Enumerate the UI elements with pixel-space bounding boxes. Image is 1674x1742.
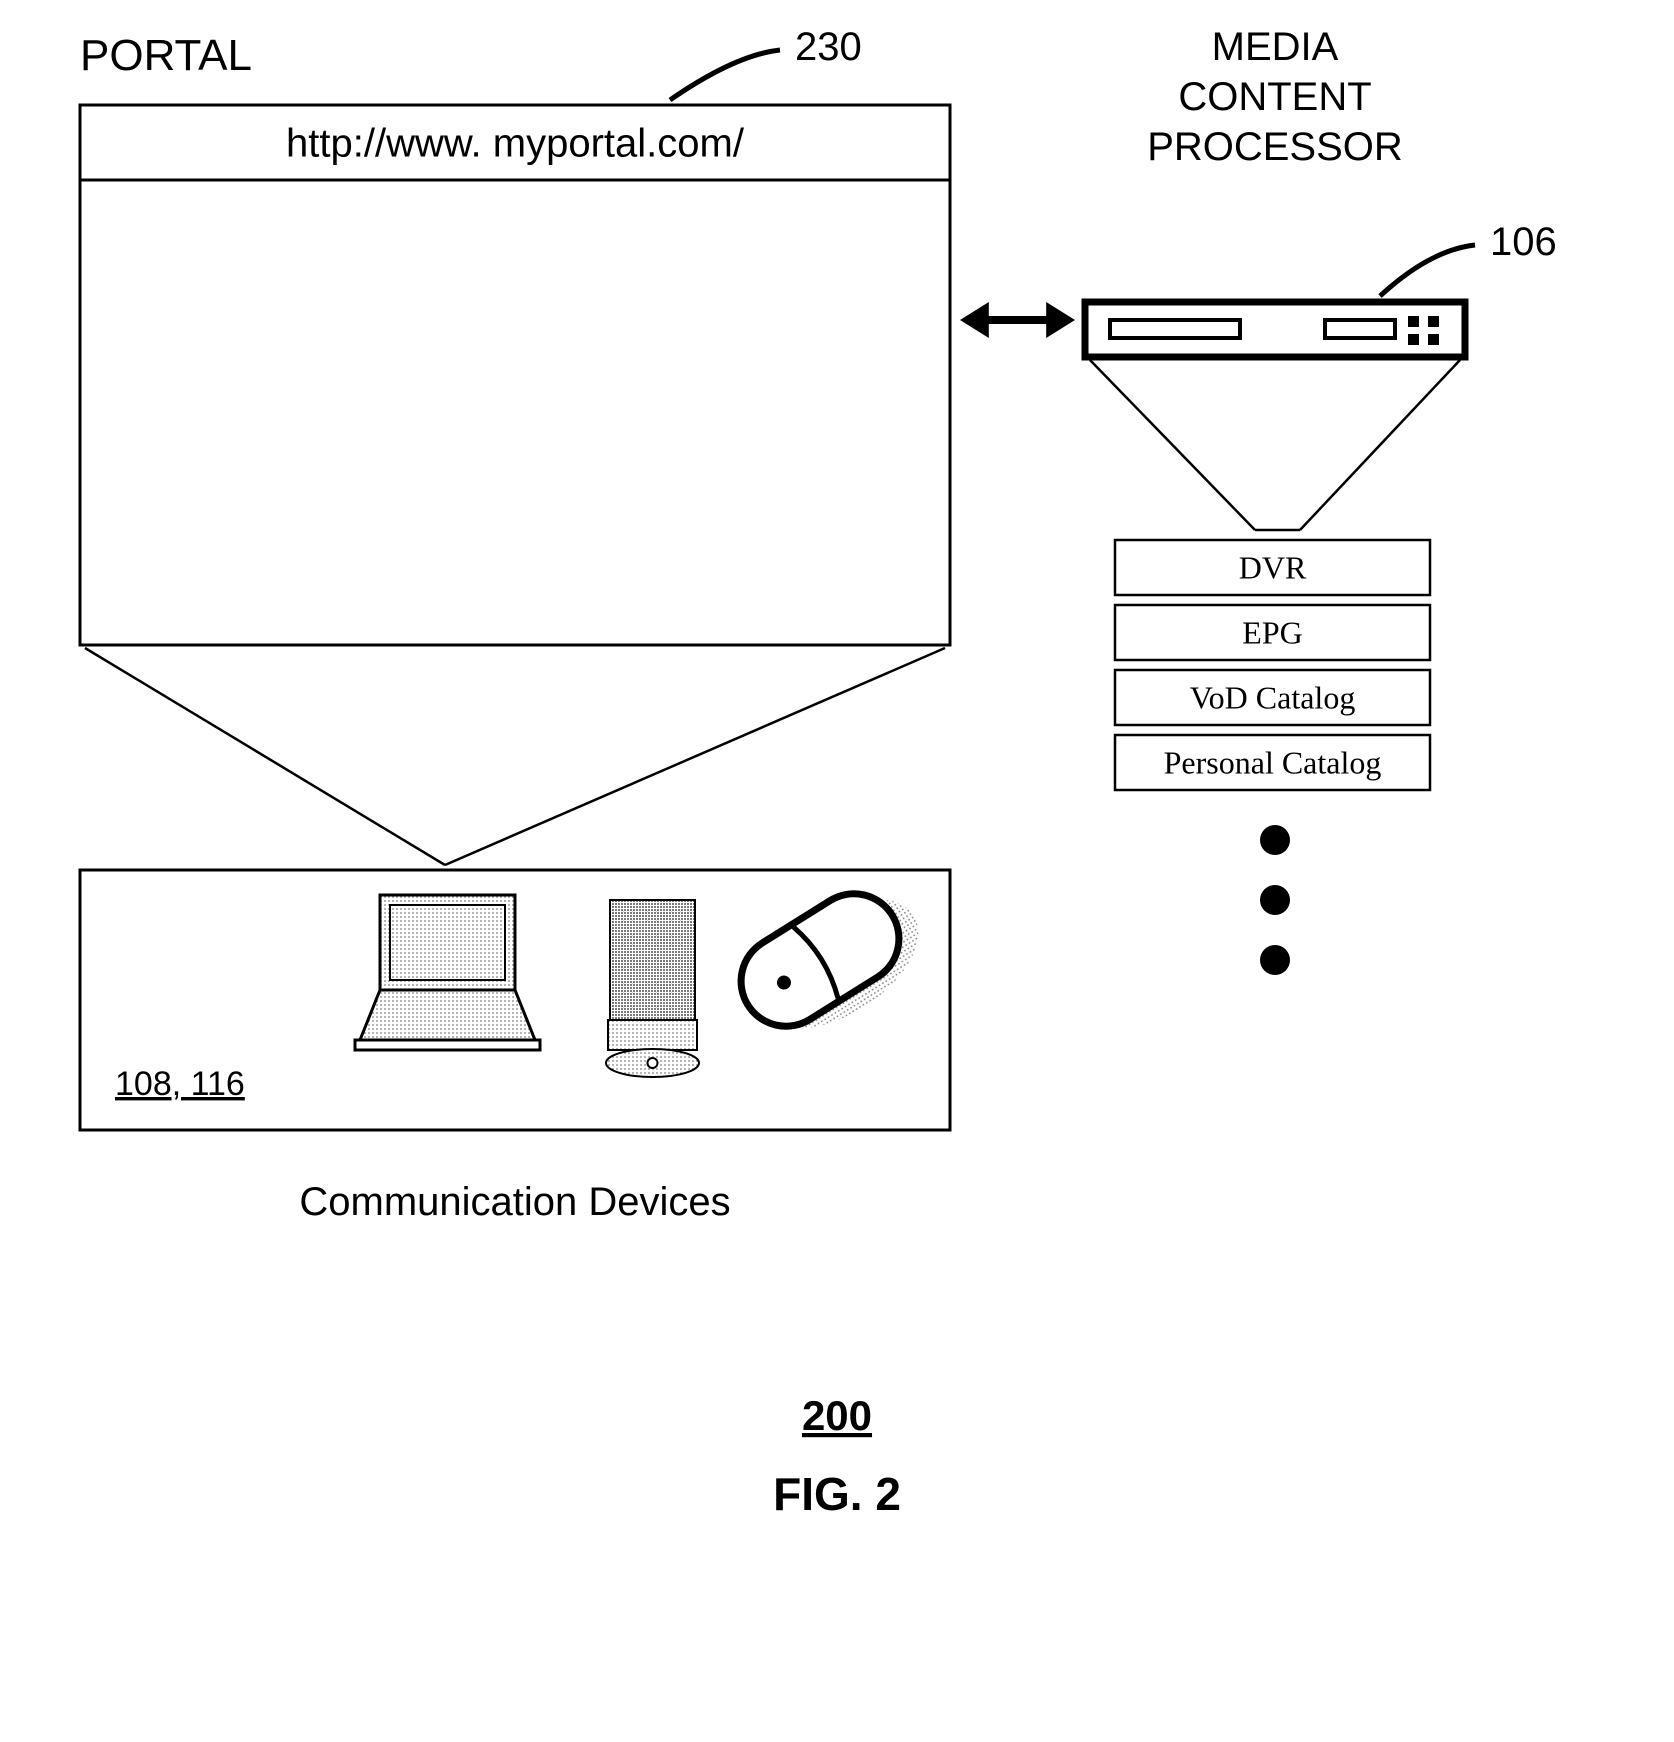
fan-line <box>1300 360 1460 530</box>
phone-icon <box>724 867 941 1058</box>
media-processor-leader-line <box>1380 245 1475 296</box>
media-processor-title-line: PROCESSOR <box>1147 125 1403 169</box>
tower-icon <box>606 900 699 1077</box>
portal-window <box>80 105 950 645</box>
device-button <box>1428 316 1439 327</box>
device-button <box>1408 334 1419 345</box>
media-processor-device <box>1085 302 1465 357</box>
laptop-icon <box>355 895 540 1050</box>
ellipsis-dot <box>1260 885 1290 915</box>
device-button <box>1408 316 1419 327</box>
media-processor-ref-num: 106 <box>1490 220 1557 264</box>
fan-line <box>85 648 445 865</box>
fan-line <box>445 648 945 865</box>
arrow-head-right <box>1046 302 1075 338</box>
portal-ref-num: 230 <box>795 25 862 69</box>
portal-leader-line <box>670 50 780 100</box>
media-processor-title-line: MEDIA <box>1212 25 1339 69</box>
fan-line <box>1090 360 1255 530</box>
device-button <box>1428 334 1439 345</box>
portal-url: http://www. myportal.com/ <box>286 122 745 166</box>
comm-devices-label: Communication Devices <box>299 1180 730 1224</box>
arrow-head-left <box>960 302 989 338</box>
ellipsis-dot <box>1260 825 1290 855</box>
stack-item-label: DVR <box>1239 550 1307 586</box>
ellipsis-dot <box>1260 945 1290 975</box>
figure-number: 200 <box>802 1392 872 1439</box>
figure-caption: FIG. 2 <box>773 1468 901 1520</box>
stack-item-label: VoD Catalog <box>1190 680 1356 716</box>
comm-devices-ref: 108, 116 <box>115 1065 245 1103</box>
media-processor-title-line: CONTENT <box>1178 75 1371 119</box>
stack-item-label: EPG <box>1242 615 1302 651</box>
portal-title: PORTAL <box>80 31 252 80</box>
stack-item-label: Personal Catalog <box>1164 745 1382 781</box>
